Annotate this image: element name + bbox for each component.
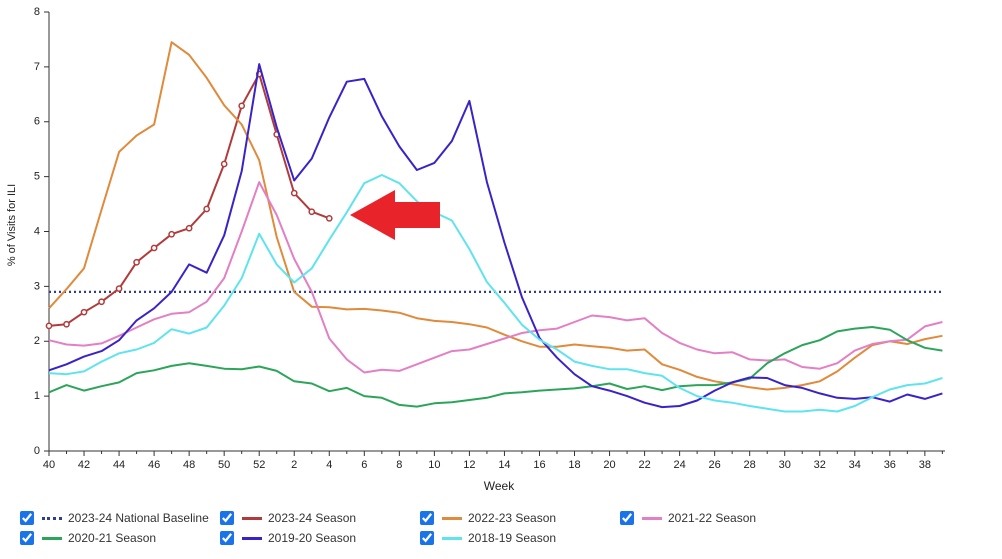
- y-tick-label: 3: [34, 280, 40, 292]
- y-tick-label: 6: [34, 116, 40, 128]
- annotation-arrow: [350, 190, 440, 240]
- series-line: [48, 326, 943, 408]
- legend-swatch: [242, 536, 262, 540]
- series-line: [48, 181, 943, 374]
- legend-checkbox[interactable]: [220, 511, 234, 525]
- data-point: [203, 205, 211, 213]
- legend-item: 2023-24 Season: [220, 509, 356, 527]
- y-tick-label: 8: [34, 6, 40, 18]
- legend-label: 2018-19 Season: [468, 531, 557, 545]
- legend-label: 2022-23 Season: [468, 511, 557, 525]
- x-tick-label: 32: [814, 459, 826, 471]
- data-point: [290, 189, 298, 197]
- legend-swatch: [42, 536, 62, 540]
- x-tick-label: 34: [849, 459, 861, 471]
- data-point: [168, 230, 175, 238]
- x-tick-label: 50: [218, 459, 230, 471]
- data-point: [325, 214, 333, 222]
- data-point: [63, 320, 70, 328]
- x-tick-label: 6: [361, 459, 367, 471]
- x-tick-label: 16: [533, 459, 545, 471]
- data-point: [238, 102, 246, 110]
- x-tick-label: 8: [396, 459, 402, 471]
- legend-label: 2023-24 Season: [268, 511, 357, 525]
- legend-label: 2023-24 National Baseline: [68, 511, 209, 525]
- x-tick-label: 26: [709, 459, 721, 471]
- series-line: [48, 63, 943, 409]
- legend-checkbox[interactable]: [20, 511, 34, 525]
- x-tick-label: 10: [428, 459, 440, 471]
- y-tick-label: 7: [34, 61, 40, 73]
- legend-swatch: [242, 516, 262, 520]
- x-axis-label: Week: [484, 479, 515, 493]
- legend-checkbox[interactable]: [220, 531, 234, 545]
- data-point: [98, 298, 105, 306]
- y-axis-label: % of Visits for ILI: [6, 184, 18, 266]
- legend-checkbox[interactable]: [620, 511, 634, 525]
- x-tick-label: 18: [568, 459, 580, 471]
- y-tick-label: 0: [34, 445, 40, 457]
- data-point: [150, 244, 158, 252]
- data-point: [45, 322, 53, 330]
- legend-checkbox[interactable]: [420, 511, 434, 525]
- legend-item: 2021-22 Season: [620, 509, 756, 527]
- y-tick-label: 5: [34, 171, 40, 183]
- legend-swatch: [442, 536, 462, 540]
- legend-checkbox[interactable]: [20, 531, 34, 545]
- x-tick-label: 14: [498, 459, 510, 471]
- x-tick-label: 38: [919, 459, 931, 471]
- legend-label: 2021-22 Season: [668, 511, 757, 525]
- x-tick-label: 52: [253, 459, 265, 471]
- x-tick-label: 44: [113, 459, 125, 471]
- legend-item: 2023-24 National Baseline: [20, 509, 209, 527]
- legend-label: 2020-21 Season: [68, 531, 157, 545]
- legend-swatch: [442, 516, 462, 520]
- x-tick-label: 30: [779, 459, 791, 471]
- data-point: [185, 224, 193, 232]
- x-tick-label: 2: [291, 459, 297, 471]
- y-tick-label: 4: [34, 225, 40, 237]
- x-tick-label: 42: [78, 459, 90, 471]
- x-tick-label: 28: [744, 459, 756, 471]
- legend-item: 2022-23 Season: [420, 509, 556, 527]
- data-point: [133, 258, 140, 266]
- data-point: [80, 308, 88, 316]
- x-tick-label: 48: [183, 459, 195, 471]
- data-point: [115, 285, 123, 292]
- legend-checkbox[interactable]: [420, 531, 434, 545]
- legend-swatch: [642, 516, 662, 520]
- x-tick-label: 4: [326, 459, 332, 471]
- legend-item: 2019-20 Season: [220, 529, 356, 547]
- y-tick-label: 1: [34, 390, 40, 402]
- legend-item: 2020-21 Season: [20, 529, 156, 547]
- x-tick-label: 24: [673, 459, 685, 471]
- legend-swatch: [42, 516, 62, 520]
- series-line: [48, 174, 943, 413]
- legend-label: 2019-20 Season: [268, 531, 357, 545]
- legend-item: 2018-19 Season: [420, 529, 556, 547]
- x-tick-label: 36: [884, 459, 896, 471]
- x-tick-label: 22: [638, 459, 650, 471]
- y-tick-label: 2: [34, 335, 40, 347]
- series-line: [48, 73, 330, 327]
- x-tick-label: 40: [43, 459, 55, 471]
- data-point: [220, 160, 228, 168]
- x-tick-label: 46: [148, 459, 160, 471]
- data-point: [308, 208, 316, 216]
- x-tick-label: 12: [463, 459, 475, 471]
- x-tick-label: 20: [603, 459, 615, 471]
